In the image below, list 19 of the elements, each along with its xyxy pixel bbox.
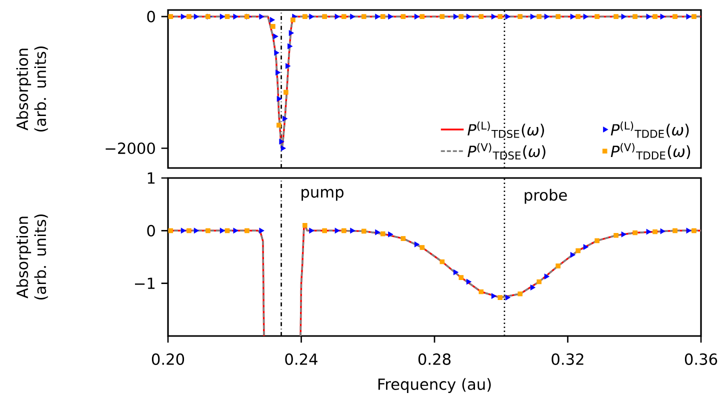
x-tick-label: 0.28	[418, 353, 451, 365]
y-tick-label: 1	[148, 172, 155, 184]
annotation: pump	[302, 188, 344, 201]
x-tick-label: 0.24	[285, 353, 318, 365]
y-tick-label: 0	[147, 224, 155, 236]
y-tick-label: −2000	[106, 142, 155, 154]
legend-label: P$^{(V)}$$_{TDSE}$(ω)	[468, 143, 546, 160]
legend-label: P$^{(L)}$$_{TDDE}$(ω)	[610, 121, 689, 138]
y-axis-title: Absorption (arb. units)	[16, 46, 48, 132]
y-tick-label: −1	[134, 278, 155, 289]
x-axis-title: Frequency (au)	[378, 378, 491, 393]
x-tick-label: 0.32	[552, 353, 584, 365]
legend-label: P$^{(L)}$$_{TDSE}$(ω)	[468, 121, 544, 138]
legend-label: P$^{(V)}$$_{TDDE}$(ω)	[610, 143, 690, 160]
annotation: probe	[524, 188, 567, 204]
x-tick-label: 0.20	[152, 353, 184, 365]
x-tick-label: 0.36	[684, 353, 718, 365]
y-tick-label: 0	[147, 10, 155, 22]
y-axis-title: Absorption (arb. units)	[16, 214, 48, 300]
